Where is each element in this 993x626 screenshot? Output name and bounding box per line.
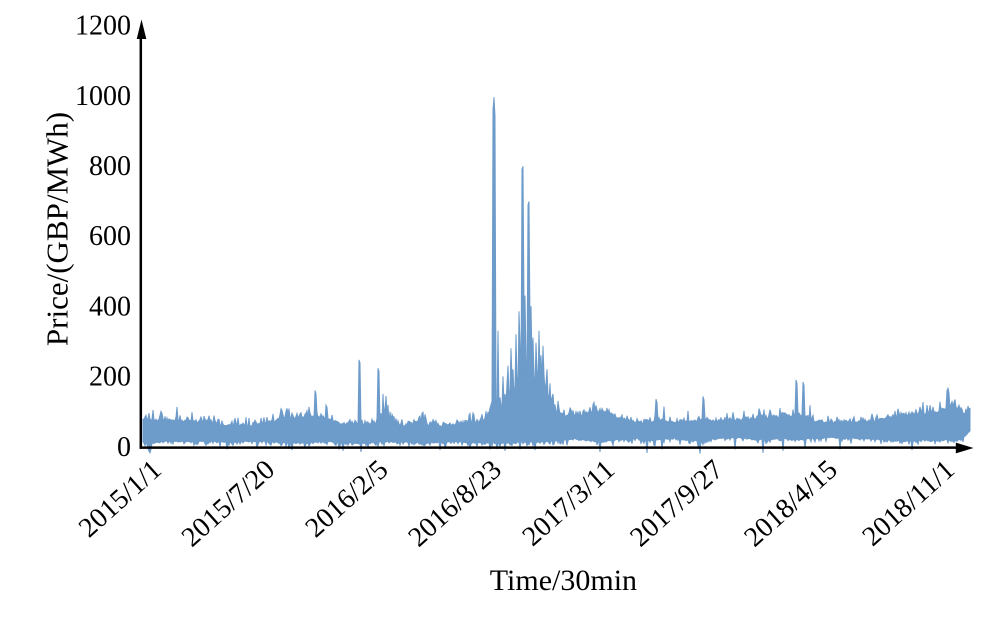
svg-text:200: 200 xyxy=(89,362,131,393)
svg-text:Time/30min: Time/30min xyxy=(490,564,637,597)
svg-text:2015/1/1: 2015/1/1 xyxy=(73,454,168,544)
svg-text:2016/2/5: 2016/2/5 xyxy=(300,454,395,544)
svg-text:2018/11/1: 2018/11/1 xyxy=(857,454,961,552)
svg-text:2018/4/15: 2018/4/15 xyxy=(738,454,843,553)
svg-text:2015/7/20: 2015/7/20 xyxy=(176,454,281,553)
svg-text:Price/(GBP/MWh): Price/(GBP/MWh) xyxy=(40,112,75,346)
svg-text:1200: 1200 xyxy=(75,11,131,42)
svg-text:1000: 1000 xyxy=(75,81,131,112)
svg-text:2016/8/23: 2016/8/23 xyxy=(403,454,508,553)
svg-text:400: 400 xyxy=(89,291,131,322)
svg-text:600: 600 xyxy=(89,221,131,252)
svg-text:2017/9/27: 2017/9/27 xyxy=(624,454,729,553)
svg-text:800: 800 xyxy=(89,151,131,182)
svg-text:2017/3/11: 2017/3/11 xyxy=(517,454,621,552)
svg-text:0: 0 xyxy=(117,432,131,463)
